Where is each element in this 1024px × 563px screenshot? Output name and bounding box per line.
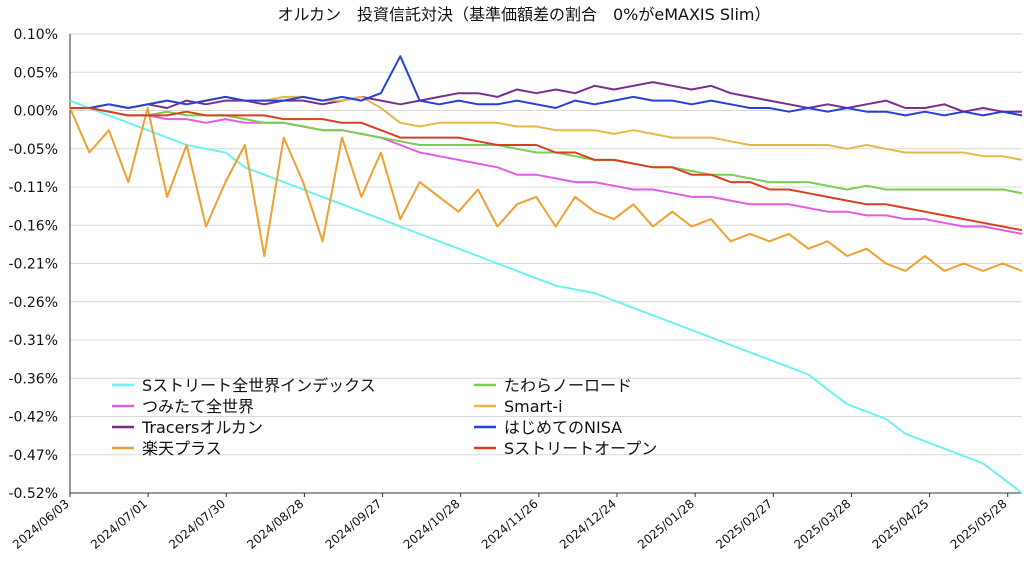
y-tick-label: -0.36% xyxy=(8,371,58,387)
legend-label: つみたて全世界 xyxy=(142,397,254,416)
x-tick-label: 2024/09/27 xyxy=(323,497,385,552)
legend-label: 楽天プラス xyxy=(142,439,222,458)
x-tick-label: 2024/08/28 xyxy=(244,497,306,552)
x-tick-label: 2024/12/24 xyxy=(557,497,619,552)
x-tick-label: 2025/03/28 xyxy=(791,497,853,552)
y-tick-label: 0.10% xyxy=(14,27,58,43)
legend-label: Tracersオルカン xyxy=(141,418,263,437)
y-tick-label: -0.42% xyxy=(8,410,58,426)
series-lines xyxy=(69,55,1023,494)
legend-label: はじめてのNISA xyxy=(504,418,622,437)
x-tick-label: 2025/02/27 xyxy=(713,497,775,552)
y-axis: 0.10% 0.05% 0.00% -0.05% -0.11% -0.16% -0.21% -… xyxy=(8,27,71,502)
series-line xyxy=(70,107,1023,232)
legend-label: Sストリートオープン xyxy=(504,439,657,458)
x-tick-label: 2025/05/28 xyxy=(948,497,1010,552)
y-tick-label: -0.16% xyxy=(8,218,58,234)
y-tick-label: -0.05% xyxy=(8,142,58,158)
y-tick-label: -0.21% xyxy=(8,257,58,273)
chart-title: オルカン 投資信託対決（基準価額差の割合 0%がeMAXIS Slim） xyxy=(277,5,770,24)
series-line xyxy=(70,81,1022,113)
y-tick-label: -0.31% xyxy=(8,333,58,349)
y-tick-label: 0.05% xyxy=(14,65,58,81)
x-axis: 2024/06/03 2024/07/01 2024/07/30 2024/08/28… xyxy=(10,492,1022,552)
x-tick-label: 2024/07/01 xyxy=(88,497,150,552)
y-tick-label: -0.47% xyxy=(8,448,58,464)
legend-label: Sストリート全世界インデックス xyxy=(142,376,376,395)
y-tick-label: -0.52% xyxy=(8,486,58,502)
x-tick-label: 2024/06/03 xyxy=(10,497,72,552)
x-tick-label: 2024/07/30 xyxy=(166,497,228,552)
y-tick-label: 0.00% xyxy=(14,104,58,120)
series-line xyxy=(70,107,1023,235)
y-tick-label: -0.11% xyxy=(8,180,58,196)
x-tick-label: 2024/11/26 xyxy=(479,497,541,552)
series-line xyxy=(69,107,1023,272)
x-tick-label: 2025/04/25 xyxy=(870,497,932,552)
y-tick-label: -0.26% xyxy=(8,295,58,311)
x-tick-label: 2024/10/28 xyxy=(401,497,463,552)
x-tick-label: 2025/01/28 xyxy=(635,497,697,552)
legend-label: Smart-i xyxy=(504,397,563,416)
series-line xyxy=(70,55,1023,117)
legend-label: たわらノーロード xyxy=(504,376,632,395)
series-line xyxy=(69,99,1023,494)
